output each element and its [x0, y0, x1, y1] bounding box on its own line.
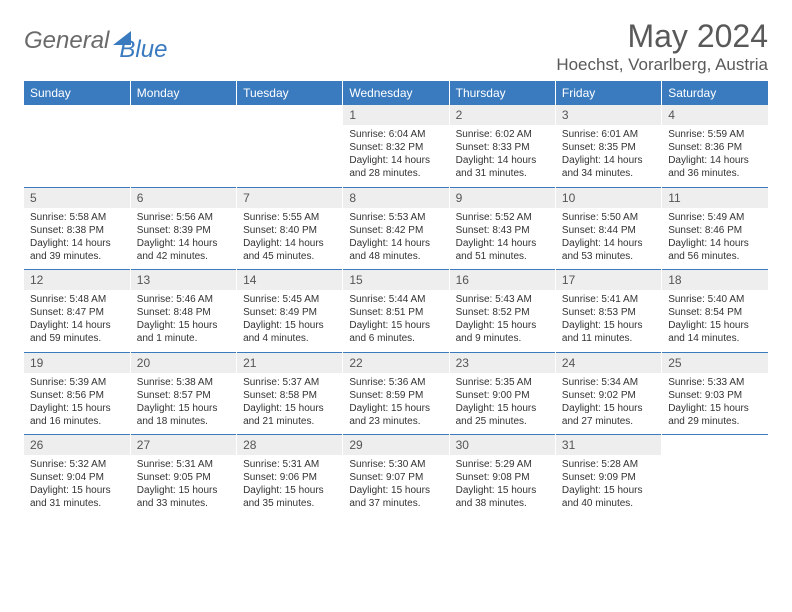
day-number-cell: 2: [449, 105, 555, 125]
day-number-cell: 20: [130, 353, 236, 373]
day-content-row: Sunrise: 5:58 AMSunset: 8:38 PMDaylight:…: [24, 208, 768, 270]
day-number-cell: 8: [343, 188, 449, 208]
day-content-cell: Sunrise: 5:30 AMSunset: 9:07 PMDaylight:…: [343, 455, 449, 517]
day-content-cell: Sunrise: 5:41 AMSunset: 8:53 PMDaylight:…: [555, 290, 661, 352]
day-content-cell: Sunrise: 5:40 AMSunset: 8:54 PMDaylight:…: [662, 290, 768, 352]
day-number-cell: 28: [237, 435, 343, 455]
day-number-cell: 4: [662, 105, 768, 125]
day-content-cell: Sunrise: 6:04 AMSunset: 8:32 PMDaylight:…: [343, 125, 449, 187]
weekday-header: Wednesday: [343, 81, 449, 105]
day-content-cell: Sunrise: 5:43 AMSunset: 8:52 PMDaylight:…: [449, 290, 555, 352]
day-content-cell: Sunrise: 5:53 AMSunset: 8:42 PMDaylight:…: [343, 208, 449, 270]
day-content-cell: [237, 125, 343, 187]
day-content-row: Sunrise: 5:48 AMSunset: 8:47 PMDaylight:…: [24, 290, 768, 352]
header: General Blue May 2024 Hoechst, Vorarlber…: [24, 18, 768, 75]
day-number-cell: 23: [449, 353, 555, 373]
logo-text-blue: Blue: [119, 36, 167, 64]
day-content-cell: [662, 455, 768, 517]
day-content-cell: [24, 125, 130, 187]
day-content-cell: Sunrise: 5:36 AMSunset: 8:59 PMDaylight:…: [343, 373, 449, 435]
day-content-cell: Sunrise: 5:35 AMSunset: 9:00 PMDaylight:…: [449, 373, 555, 435]
day-content-cell: Sunrise: 5:33 AMSunset: 9:03 PMDaylight:…: [662, 373, 768, 435]
day-content-cell: Sunrise: 5:58 AMSunset: 8:38 PMDaylight:…: [24, 208, 130, 270]
day-content-cell: Sunrise: 6:01 AMSunset: 8:35 PMDaylight:…: [555, 125, 661, 187]
weekday-header: Friday: [555, 81, 661, 105]
day-number-cell: 7: [237, 188, 343, 208]
day-number-cell: [130, 105, 236, 125]
day-content-row: Sunrise: 5:39 AMSunset: 8:56 PMDaylight:…: [24, 373, 768, 435]
day-number-cell: 18: [662, 270, 768, 290]
day-number-cell: 26: [24, 435, 130, 455]
day-content-cell: [130, 125, 236, 187]
day-number-cell: 31: [555, 435, 661, 455]
day-number-cell: 24: [555, 353, 661, 373]
day-content-cell: Sunrise: 5:38 AMSunset: 8:57 PMDaylight:…: [130, 373, 236, 435]
day-number-cell: [24, 105, 130, 125]
day-number-cell: 1: [343, 105, 449, 125]
day-content-cell: Sunrise: 5:29 AMSunset: 9:08 PMDaylight:…: [449, 455, 555, 517]
title-block: May 2024 Hoechst, Vorarlberg, Austria: [556, 18, 768, 75]
weekday-header: Thursday: [449, 81, 555, 105]
day-number-cell: 3: [555, 105, 661, 125]
day-number-row: 262728293031: [24, 435, 768, 455]
day-number-cell: 5: [24, 188, 130, 208]
day-number-cell: 21: [237, 353, 343, 373]
day-number-cell: 12: [24, 270, 130, 290]
weekday-header: Sunday: [24, 81, 130, 105]
day-number-cell: 10: [555, 188, 661, 208]
day-number-cell: 16: [449, 270, 555, 290]
day-number-cell: 11: [662, 188, 768, 208]
day-content-cell: Sunrise: 5:45 AMSunset: 8:49 PMDaylight:…: [237, 290, 343, 352]
day-content-cell: Sunrise: 5:56 AMSunset: 8:39 PMDaylight:…: [130, 208, 236, 270]
day-content-cell: Sunrise: 5:48 AMSunset: 8:47 PMDaylight:…: [24, 290, 130, 352]
day-content-cell: Sunrise: 6:02 AMSunset: 8:33 PMDaylight:…: [449, 125, 555, 187]
day-number-row: 19202122232425: [24, 353, 768, 373]
day-number-cell: 6: [130, 188, 236, 208]
day-content-cell: Sunrise: 5:50 AMSunset: 8:44 PMDaylight:…: [555, 208, 661, 270]
day-content-cell: Sunrise: 5:34 AMSunset: 9:02 PMDaylight:…: [555, 373, 661, 435]
day-number-cell: 15: [343, 270, 449, 290]
day-content-cell: Sunrise: 5:46 AMSunset: 8:48 PMDaylight:…: [130, 290, 236, 352]
day-number-row: 12131415161718: [24, 270, 768, 290]
calendar-table: Sunday Monday Tuesday Wednesday Thursday…: [24, 81, 768, 517]
day-number-row: 1234: [24, 105, 768, 125]
day-content-row: Sunrise: 5:32 AMSunset: 9:04 PMDaylight:…: [24, 455, 768, 517]
day-content-cell: Sunrise: 5:31 AMSunset: 9:05 PMDaylight:…: [130, 455, 236, 517]
day-number-cell: [662, 435, 768, 455]
day-number-row: 567891011: [24, 188, 768, 208]
logo-text-general: General: [24, 27, 109, 55]
day-content-cell: Sunrise: 5:32 AMSunset: 9:04 PMDaylight:…: [24, 455, 130, 517]
location: Hoechst, Vorarlberg, Austria: [556, 55, 768, 75]
day-number-cell: 17: [555, 270, 661, 290]
day-number-cell: 22: [343, 353, 449, 373]
day-content-cell: Sunrise: 5:28 AMSunset: 9:09 PMDaylight:…: [555, 455, 661, 517]
day-content-cell: Sunrise: 5:59 AMSunset: 8:36 PMDaylight:…: [662, 125, 768, 187]
month-title: May 2024: [556, 18, 768, 55]
day-content-cell: Sunrise: 5:49 AMSunset: 8:46 PMDaylight:…: [662, 208, 768, 270]
day-number-cell: [237, 105, 343, 125]
day-content-cell: Sunrise: 5:37 AMSunset: 8:58 PMDaylight:…: [237, 373, 343, 435]
calendar-body: 1234Sunrise: 6:04 AMSunset: 8:32 PMDayli…: [24, 105, 768, 517]
day-content-cell: Sunrise: 5:52 AMSunset: 8:43 PMDaylight:…: [449, 208, 555, 270]
day-content-cell: Sunrise: 5:55 AMSunset: 8:40 PMDaylight:…: [237, 208, 343, 270]
day-number-cell: 29: [343, 435, 449, 455]
weekday-header: Monday: [130, 81, 236, 105]
day-number-cell: 13: [130, 270, 236, 290]
day-number-cell: 25: [662, 353, 768, 373]
day-content-cell: Sunrise: 5:44 AMSunset: 8:51 PMDaylight:…: [343, 290, 449, 352]
day-number-cell: 9: [449, 188, 555, 208]
day-number-cell: 30: [449, 435, 555, 455]
day-number-cell: 27: [130, 435, 236, 455]
day-content-cell: Sunrise: 5:39 AMSunset: 8:56 PMDaylight:…: [24, 373, 130, 435]
weekday-header-row: Sunday Monday Tuesday Wednesday Thursday…: [24, 81, 768, 105]
day-number-cell: 19: [24, 353, 130, 373]
weekday-header: Tuesday: [237, 81, 343, 105]
day-content-cell: Sunrise: 5:31 AMSunset: 9:06 PMDaylight:…: [237, 455, 343, 517]
logo: General Blue: [24, 18, 167, 64]
day-content-row: Sunrise: 6:04 AMSunset: 8:32 PMDaylight:…: [24, 125, 768, 187]
day-number-cell: 14: [237, 270, 343, 290]
weekday-header: Saturday: [662, 81, 768, 105]
